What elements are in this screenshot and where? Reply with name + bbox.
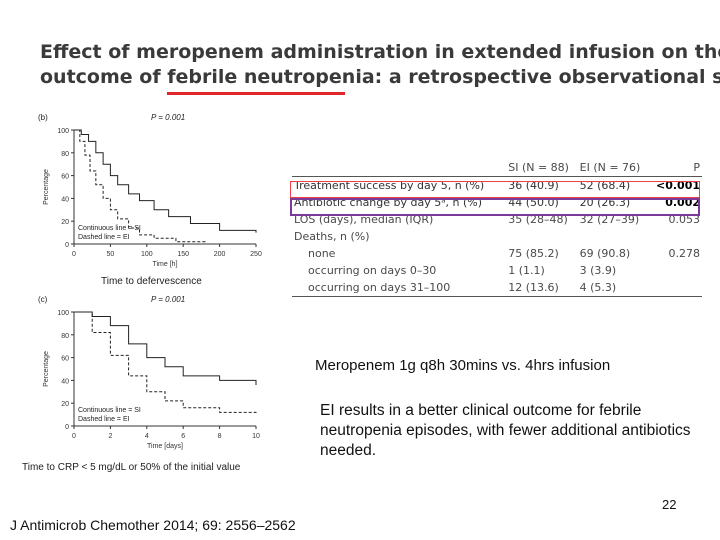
- chart-c-legend-entry: Continuous line = SI: [78, 407, 141, 414]
- chart-b-xtick-label: 200: [214, 251, 226, 258]
- chart-b-ytick-label: 80: [61, 151, 69, 158]
- table-header-cell: [292, 146, 507, 177]
- highlight-box-antibiotic-change: [290, 198, 700, 216]
- table-header-row: SI (N = 88) EI (N = 76) P: [292, 146, 702, 177]
- chart-c-ytick-label: 60: [61, 356, 69, 363]
- table-row: Deaths, n (%): [292, 228, 702, 245]
- page-number: 22: [662, 497, 677, 512]
- table-cell-ei: 69 (90.8): [579, 247, 631, 260]
- table-cell-si: 1 (1.1): [508, 264, 545, 277]
- chart-c-xtick-label: 8: [218, 433, 222, 440]
- table-cell-si: 35 (28–48): [508, 213, 568, 226]
- chart-b-xtick-label: 100: [141, 251, 153, 258]
- chart-c-panel-label: (c): [38, 295, 48, 304]
- table-row-label: none: [308, 247, 336, 260]
- table-cell-ei: [578, 228, 649, 245]
- table-cell-p: <0.001: [649, 176, 702, 194]
- table-row-label: occurring on days 0–30: [308, 264, 437, 277]
- chart-c-ytick-label: 20: [61, 401, 69, 408]
- table-row: LOS (days), median (IQR) 35 (28–48) 32 (27…: [292, 211, 702, 228]
- table-cell-ei: 32 (27–39): [579, 213, 640, 226]
- chart-b-xtick-label: 50: [107, 251, 115, 258]
- chart-c-ytick-label: 0: [65, 424, 69, 431]
- chart-c-ytick-label: 100: [57, 310, 69, 317]
- chart-c-p-value: P = 0.001: [151, 295, 185, 304]
- table-cell-p: 0.053: [668, 213, 701, 226]
- table-row-label: Deaths, n (%): [294, 230, 370, 243]
- chart-b: (b) P = 0.001 0 20 40 60 80 100 0 50 100 150 200 250 T…: [38, 113, 262, 268]
- chart-b-legend-entry: Continuous line = SI: [78, 225, 141, 232]
- table-row: Treatment success by day 5, n (%) 36 (40.…: [292, 176, 702, 194]
- chart-b-xtick-label: 0: [72, 251, 76, 258]
- chart-b-caption: Time to defervescence: [101, 276, 202, 287]
- table-cell-p: [649, 228, 702, 245]
- chart-c-legend-entry: Dashed line = EI: [78, 416, 130, 423]
- table-row-label: LOS (days), median (IQR): [294, 213, 434, 226]
- chart-b-ytick-label: 60: [61, 174, 69, 181]
- title-underline: [167, 92, 345, 95]
- chart-b-ylabel: Percentage: [43, 169, 50, 205]
- table-cell-ei: 4 (5.3): [577, 279, 649, 297]
- table-row-label: Treatment success by day 5, n (%): [292, 176, 507, 194]
- chart-b-xtick-label: 250: [250, 251, 262, 258]
- chart-b-panel-label: (b): [38, 113, 48, 122]
- table-cell-si: [506, 228, 577, 245]
- table-header-cell: SI (N = 88): [506, 146, 578, 177]
- chart-c-ytick-label: 40: [61, 378, 69, 385]
- chart-b-container: (b) P = 0.001 0 20 40 60 80 100 0 50 100 150 200 250 T…: [36, 110, 266, 280]
- chart-b-series-si: [74, 129, 257, 233]
- chart-c-xtick-label: 6: [181, 433, 185, 440]
- chart-b-ytick-label: 40: [61, 196, 69, 203]
- table-cell-si: 75 (85.2): [508, 247, 559, 260]
- table-row: occurring on days 31–100 12 (13.6) 4 (5.3): [292, 279, 702, 297]
- chart-c-xlabel: Time [days]: [147, 443, 183, 450]
- chart-b-legend-entry: Dashed line = EI: [78, 234, 130, 241]
- chart-b-p-value: P = 0.001: [151, 113, 185, 122]
- table-row: occurring on days 0–30 1 (1.1) 3 (3.9): [292, 262, 702, 279]
- chart-c-ylabel: Percentage: [43, 351, 50, 387]
- chart-c-caption: Time to CRP < 5 mg/dL or 50% of the init…: [22, 462, 241, 473]
- table-cell-ei: 52 (68.4): [577, 176, 649, 194]
- table-header-cell: P: [649, 146, 702, 177]
- infusion-comparison-subtitle: Meropenem 1g q8h 30mins vs. 4hrs infusio…: [315, 357, 611, 374]
- chart-c-series-si: [74, 311, 257, 385]
- table-cell-p: [649, 262, 702, 279]
- highlight-box-treatment-success: [290, 181, 700, 198]
- chart-c-series-ei: [74, 311, 257, 415]
- chart-b-series-ei: [74, 129, 206, 244]
- chart-c-xtick-label: 2: [108, 433, 112, 440]
- table-cell-si: 36 (40.9): [506, 176, 578, 194]
- conclusion-text: EI results in a better clinical outcome …: [320, 402, 691, 459]
- table-row-label: occurring on days 31–100: [292, 279, 507, 297]
- results-table: SI (N = 88) EI (N = 76) P Treatment success…: [292, 146, 702, 297]
- chart-b-xlabel: Time [h]: [152, 261, 177, 268]
- slide-title-line1: Effect of meropenem administration in ex…: [40, 41, 720, 63]
- chart-c: (c) P = 0.001 0 20 40 60 80 100 0 2 4 6 8 10 Time [day…: [38, 295, 260, 450]
- chart-b-ytick-label: 0: [65, 242, 69, 249]
- slide-title: Effect of meropenem administration in ex…: [40, 40, 720, 90]
- chart-c-container: (c) P = 0.001 0 20 40 60 80 100 0 2 4 6 8 10 Time [day…: [36, 292, 266, 462]
- table-cell-p: 0.278: [668, 247, 701, 260]
- chart-b-xtick-label: 150: [177, 251, 189, 258]
- table-cell-si: 12 (13.6): [506, 279, 578, 297]
- table-header-cell: EI (N = 76): [577, 146, 649, 177]
- chart-b-ytick-label: 20: [61, 219, 69, 226]
- chart-b-ytick-label: 100: [57, 128, 69, 135]
- chart-c-ytick-label: 80: [61, 333, 69, 340]
- table-cell-ei: 3 (3.9): [579, 264, 617, 277]
- chart-c-xtick-label: 4: [145, 433, 149, 440]
- chart-c-xtick-label: 10: [252, 433, 260, 440]
- chart-c-xtick-label: 0: [72, 433, 76, 440]
- table-row: none 75 (85.2) 69 (90.8) 0.278: [292, 245, 702, 262]
- slide-title-line2: outcome of febrile neutropenia: a retros…: [40, 66, 720, 88]
- citation: J Antimicrob Chemother 2014; 69: 2556–25…: [10, 517, 296, 533]
- table-cell-p: [649, 279, 702, 297]
